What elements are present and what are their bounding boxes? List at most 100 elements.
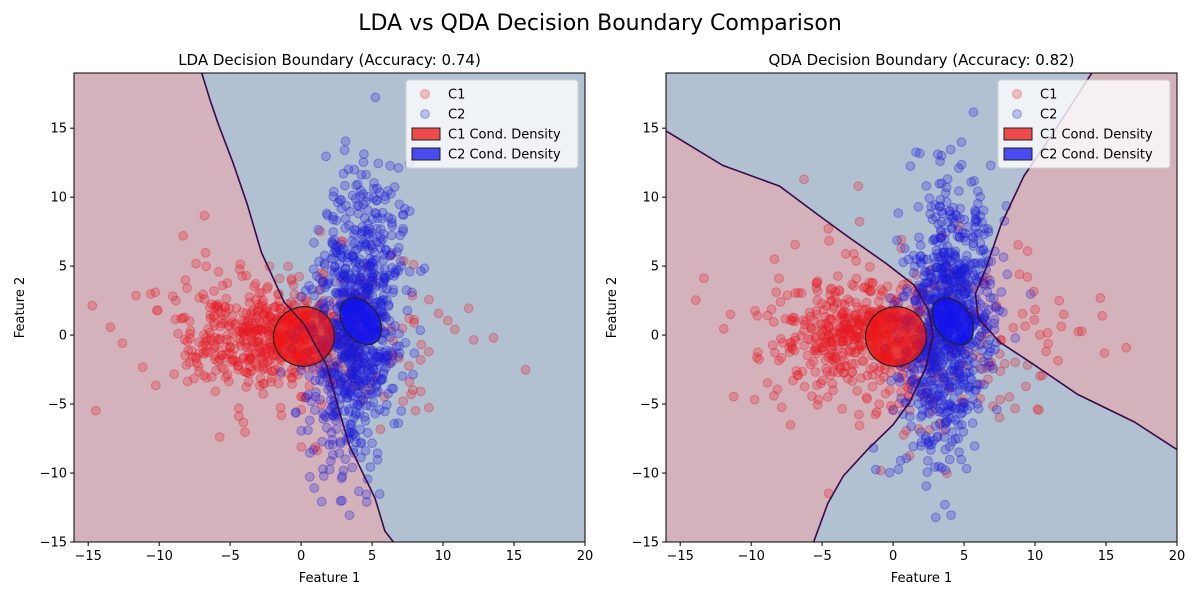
- c2-point: [360, 446, 371, 456]
- c2-point: [317, 376, 328, 387]
- c2-point: [908, 441, 919, 452]
- c2-point: [340, 214, 351, 224]
- c2-point: [361, 375, 371, 386]
- c1-point: [826, 337, 836, 348]
- c1-point: [179, 334, 190, 345]
- c1-point: [242, 326, 253, 337]
- c2-point: [315, 284, 326, 295]
- c2-point: [379, 264, 390, 274]
- c2-point: [896, 393, 906, 404]
- c1-point: [248, 326, 259, 337]
- c2-point: [365, 401, 376, 412]
- c2-point: [387, 218, 397, 228]
- c1-point: [863, 310, 874, 321]
- c1-point: [314, 285, 325, 296]
- c1-point: [888, 404, 898, 415]
- c2-point: [950, 266, 961, 276]
- c1-point: [259, 345, 270, 356]
- c2-point: [380, 274, 390, 285]
- c2-point: [408, 369, 418, 380]
- c1-point: [224, 376, 234, 387]
- c2-point: [324, 406, 335, 416]
- c1-point: [254, 380, 265, 391]
- c2-point: [329, 362, 339, 372]
- c1-point: [241, 382, 252, 392]
- c2-point: [931, 360, 941, 371]
- c1-point: [345, 338, 356, 349]
- c1-point: [874, 399, 885, 410]
- c1-point: [244, 321, 255, 332]
- c2-point: [967, 232, 978, 242]
- c1-point: [937, 368, 947, 379]
- c2-point: [338, 269, 349, 280]
- c1-point: [924, 394, 935, 404]
- c2-point: [366, 357, 377, 368]
- c1-point: [243, 354, 254, 365]
- c2-point: [338, 373, 349, 384]
- c2-point: [972, 398, 983, 409]
- c2-point: [915, 257, 926, 267]
- c1-point: [398, 396, 409, 407]
- c2-point: [353, 360, 364, 370]
- c2-point: [368, 272, 379, 283]
- c1-point: [847, 367, 858, 377]
- c2-point: [950, 403, 961, 414]
- c2-point: [347, 273, 357, 284]
- c2-point: [324, 464, 335, 475]
- c1-point: [832, 321, 842, 331]
- c1-point: [774, 273, 784, 284]
- c2-point: [978, 356, 989, 367]
- c1-point: [895, 284, 906, 295]
- c1-point: [266, 345, 277, 356]
- c2-point: [913, 358, 924, 368]
- c2-point: [960, 289, 971, 299]
- c1-point: [194, 337, 205, 348]
- c1-point: [209, 286, 219, 296]
- c2-point: [941, 279, 952, 290]
- c2-point: [941, 344, 952, 354]
- c1-point: [283, 261, 294, 272]
- c1-point: [237, 315, 248, 326]
- c1-point: [340, 366, 351, 377]
- c1-point: [258, 358, 269, 369]
- c1-point: [1097, 310, 1108, 321]
- c2-point: [984, 334, 995, 345]
- c1-point: [221, 342, 231, 353]
- c2-point: [370, 207, 380, 218]
- c2-point: [363, 365, 374, 376]
- c2-point: [328, 191, 339, 202]
- c1-point: [776, 352, 787, 363]
- c2-point: [969, 441, 980, 451]
- c1-point: [225, 342, 235, 353]
- c2-point: [342, 287, 353, 298]
- c2-point: [893, 208, 904, 219]
- x-tick-label: 5: [960, 549, 968, 564]
- c2-point: [333, 267, 343, 278]
- c2-point: [969, 176, 979, 186]
- c2-point: [947, 402, 957, 413]
- c1-point: [858, 345, 868, 356]
- c2-point: [365, 376, 376, 386]
- c2-point: [907, 376, 917, 386]
- c2-point: [345, 358, 356, 368]
- c1-point: [776, 402, 787, 413]
- c2-point: [939, 247, 950, 258]
- c1-point: [864, 277, 875, 288]
- c2-point: [355, 438, 366, 449]
- c1-point: [252, 324, 263, 335]
- c1-point: [799, 174, 809, 185]
- c2-point: [935, 224, 946, 235]
- c2-point: [371, 237, 382, 247]
- c2-point: [946, 366, 956, 377]
- c2-point: [950, 375, 961, 386]
- c2-point: [346, 384, 357, 395]
- c1-point: [811, 305, 822, 316]
- c2-point: [970, 205, 980, 216]
- c1-point: [874, 366, 884, 377]
- c1-point: [361, 261, 372, 271]
- c1-point: [289, 289, 300, 300]
- c1-point: [244, 355, 255, 365]
- c1-point: [199, 294, 210, 304]
- c2-point: [362, 367, 372, 378]
- c1-point: [180, 275, 191, 286]
